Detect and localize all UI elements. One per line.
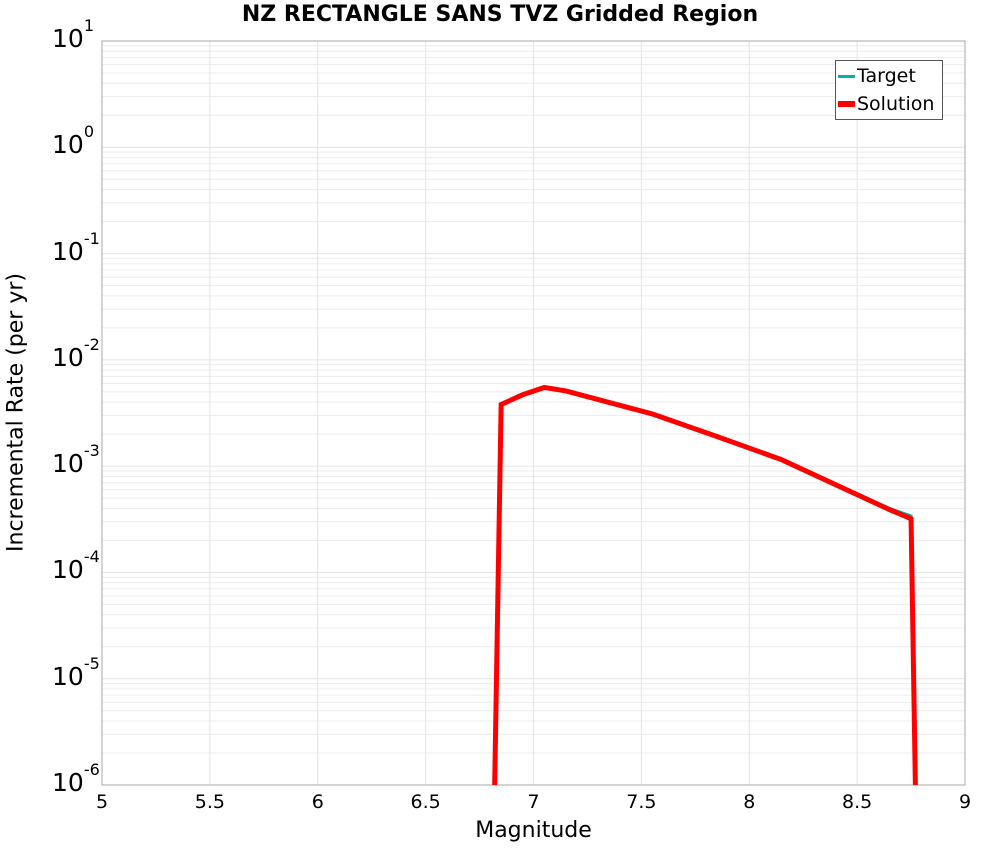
legend-swatch-solution [838,101,855,107]
x-tick-label: 8.5 [842,791,873,813]
x-tick-label: 7 [527,791,540,813]
x-tick-label: 8 [743,791,756,813]
legend-item-target: Target [836,63,916,89]
y-tick-label: 10-2 [52,334,100,372]
legend-swatch-target [838,74,855,78]
chart-title: NZ RECTANGLE SANS TVZ Gridded Region [241,2,759,27]
x-tick-label: 5 [95,791,109,813]
y-tick-label: 101 [52,16,94,53]
x-axis-label: Magnitude [475,818,592,843]
y-tick-label: 10-3 [52,441,100,479]
legend-label-solution: Solution [857,93,935,115]
x-tick-label: 9 [958,791,972,813]
y-tick-label: 10-4 [52,547,100,585]
legend: Target Solution [835,60,943,120]
series-line-solution [492,384,918,786]
y-tick-label: 10-1 [52,228,100,266]
legend-item-solution: Solution [836,91,934,117]
plot-frame [101,40,966,786]
y-tick-label: 10-5 [52,653,100,691]
x-tick-label: 6.5 [410,791,441,813]
x-tick-label: 6 [311,791,324,813]
y-axis-label: Incremental Rate (per yr) [3,273,29,552]
y-tick-label: 100 [52,122,94,160]
legend-label-target: Target [857,65,916,87]
x-tick-label: 7.5 [626,791,657,813]
series-line-target [493,385,917,786]
y-tick-label: 10-6 [52,760,100,797]
x-tick-label: 5.5 [194,791,225,813]
